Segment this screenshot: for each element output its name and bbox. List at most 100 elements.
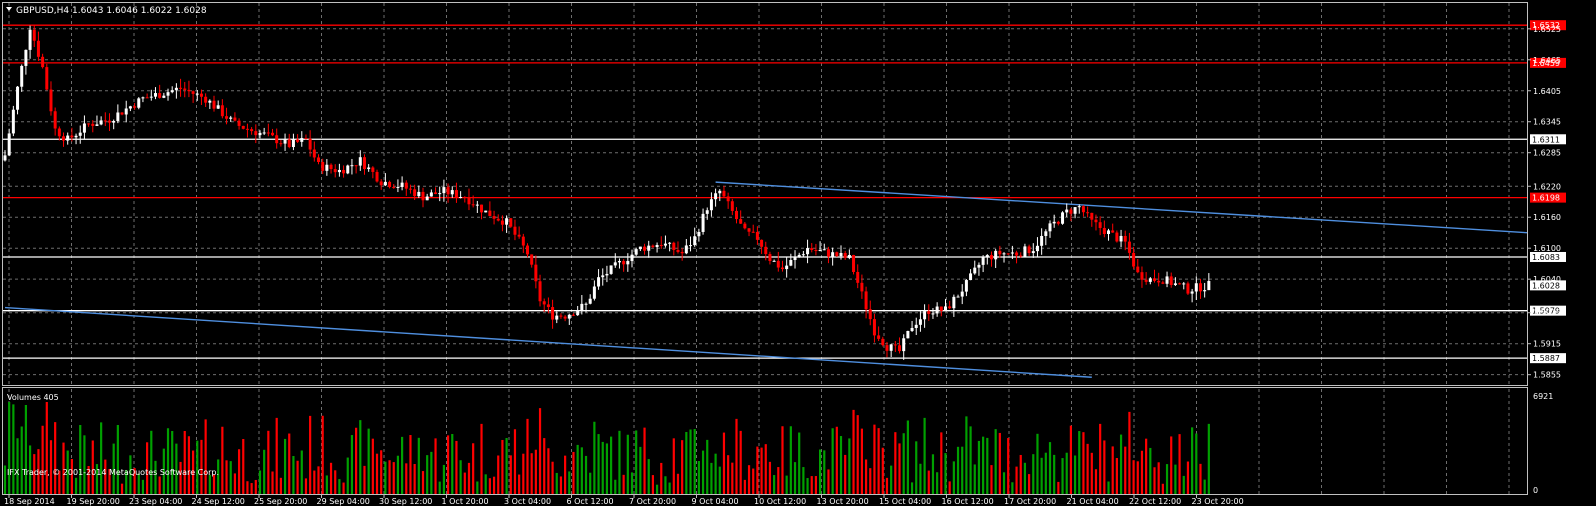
candle-body [153, 93, 157, 97]
candle-body [396, 186, 400, 188]
candle-body [505, 218, 509, 225]
candle-body [1119, 235, 1123, 242]
candle-body [743, 223, 747, 229]
candle-body [659, 245, 663, 247]
candle-body [810, 248, 814, 251]
candle-body [312, 149, 316, 158]
candle-body [254, 131, 258, 136]
candle-body [74, 135, 78, 138]
level-price-tag [1530, 305, 1566, 316]
candle-body [1127, 241, 1131, 253]
level-price-label: 1.6198 [1532, 194, 1560, 203]
candle-body [546, 304, 550, 308]
candle-body [91, 123, 95, 126]
candle-body [392, 187, 396, 189]
candle-body [651, 245, 655, 248]
candle-body [141, 97, 145, 99]
candle-body [413, 189, 417, 197]
candle-body [191, 91, 195, 94]
candle-body [400, 182, 404, 187]
candle-body [229, 117, 233, 119]
time-tick-label: 16 Oct 12:00 [942, 497, 994, 506]
horizontal-levels: 1.6532 1.6459 1.6311 1.6198 1.6083 1.5979 1.58… [3, 20, 1566, 364]
candle-body [317, 157, 320, 163]
candle-body [638, 246, 642, 250]
candle-body [57, 128, 61, 137]
candle-body [45, 67, 49, 90]
candle-body [680, 251, 684, 254]
candle-body [204, 96, 208, 103]
time-axis: 18 Sep 2014 19 Sep 20:00 23 Sep 04:00 24 Se… [4, 494, 1244, 506]
price-axis: 1.6525 1.6465 1.6405 1.6345 1.6285 1.6220 1.61… [1527, 25, 1561, 380]
candle-body [1111, 230, 1115, 233]
candle-body [1173, 283, 1177, 285]
candle-body [367, 167, 371, 170]
candle-body [822, 249, 826, 251]
price-tick-label: 1.6160 [1533, 213, 1561, 222]
candle-body [1123, 235, 1127, 242]
candle-body [333, 169, 337, 173]
candle-body [128, 106, 132, 109]
candle-body [747, 228, 751, 232]
candle-body [634, 249, 638, 255]
volume-zero-label: 0 [1533, 486, 1538, 495]
candle-body [480, 204, 484, 213]
candle-body [1136, 266, 1140, 273]
candle-body [1090, 212, 1094, 220]
candle-body [358, 157, 362, 166]
candle-body [296, 139, 300, 142]
candle-body [20, 65, 24, 87]
candle-body [1157, 280, 1161, 283]
candle-body [103, 120, 107, 122]
candle-body [166, 92, 170, 96]
candle-body [944, 306, 947, 311]
candle-body [655, 245, 659, 248]
candle-body [454, 190, 458, 198]
candle-body [149, 96, 153, 98]
candle-body [1056, 221, 1060, 224]
candle-body [1098, 222, 1102, 228]
candle-body [408, 188, 412, 190]
candle-body [450, 190, 454, 195]
candle-body [726, 196, 730, 202]
candle-body [902, 338, 906, 352]
candle-body [304, 138, 308, 140]
price-tick-label: 1.5975 [1533, 309, 1561, 318]
candle-body [195, 93, 199, 95]
candle-body [831, 252, 835, 257]
candle-body [914, 324, 918, 328]
candle-body [1052, 221, 1056, 224]
candle-body [1165, 276, 1169, 284]
candle-body [308, 138, 312, 150]
candle-body [500, 220, 504, 225]
time-tick-label: 24 Sep 12:00 [192, 497, 245, 506]
candle-body [388, 181, 392, 188]
candle-body [839, 253, 843, 257]
candle-body [1132, 252, 1136, 267]
candle-body [898, 345, 902, 352]
price-tick-label: 1.6525 [1533, 25, 1561, 34]
dropdown-arrow-icon[interactable] [6, 7, 12, 11]
level-price-tag [1530, 57, 1566, 68]
candle-body [580, 303, 584, 311]
candle-body [592, 286, 596, 299]
candle-body [709, 199, 713, 211]
candle-body [354, 165, 358, 167]
candle-body [893, 344, 897, 346]
candle-body [250, 129, 254, 132]
candle-body [459, 196, 463, 198]
candle-body [438, 193, 442, 195]
candle-body [1010, 252, 1014, 254]
price-tick-label: 1.6040 [1533, 275, 1561, 284]
candle-body [275, 135, 279, 144]
candle-body [471, 204, 475, 206]
candle-body [760, 239, 764, 247]
price-tick-label: 1.6405 [1533, 87, 1561, 96]
candle-body [864, 291, 868, 310]
candle-body [872, 319, 876, 336]
candle-body [952, 296, 956, 309]
candle-body [1027, 246, 1031, 254]
candle-body [1015, 252, 1019, 256]
candle-body [379, 181, 383, 186]
